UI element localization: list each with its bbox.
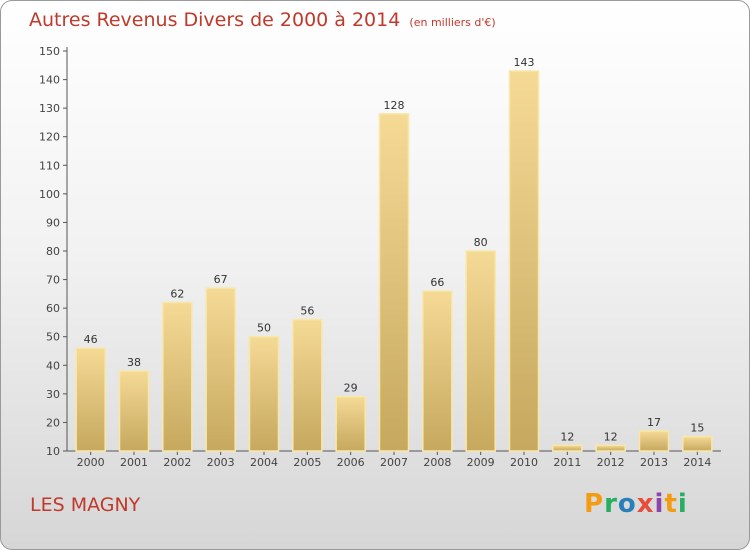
bar-value-label: 46: [84, 333, 98, 346]
y-tick-label: 60: [46, 302, 60, 315]
y-tick-label: 30: [46, 388, 60, 401]
logo-letter: P: [584, 489, 605, 519]
y-tick-label: 10: [46, 445, 60, 458]
x-tick-label: 2011: [553, 456, 581, 469]
chart-title-text: Autres Revenus Divers de 2000 à 2014: [29, 9, 401, 31]
y-tick-label: 20: [46, 416, 60, 429]
y-tick-label: 80: [46, 245, 60, 258]
x-tick-label: 2008: [423, 456, 451, 469]
bar: [118, 370, 150, 452]
bar: [292, 318, 323, 452]
bar-value-label: 56: [300, 305, 314, 318]
bar-value-label: 62: [170, 287, 184, 300]
bar-value-label: 50: [257, 322, 271, 335]
bar-value-label: 67: [214, 273, 228, 286]
logo-letter: t: [664, 489, 678, 519]
y-tick-label: 120: [39, 131, 60, 144]
bar: [422, 290, 453, 452]
logo-letter: i: [677, 489, 688, 519]
logo-letter: i: [654, 489, 665, 519]
bar: [595, 444, 626, 452]
bar: [378, 113, 410, 452]
x-tick-label: 2012: [597, 456, 625, 469]
bar-value-label: 29: [344, 382, 358, 395]
bar: [248, 335, 280, 452]
bar: [205, 287, 236, 452]
bar: [465, 250, 496, 452]
y-tick-label: 150: [39, 45, 60, 58]
x-tick-label: 2010: [510, 456, 538, 469]
y-tick-label: 100: [39, 188, 60, 201]
x-tick-label: 2005: [293, 456, 321, 469]
place-name: LES MAGNY: [30, 494, 141, 516]
proxiti-logo: Proxiti: [584, 489, 688, 519]
chart-subtitle: (en milliers d'€): [409, 16, 496, 29]
logo-letter: r: [604, 489, 618, 519]
y-tick-label: 130: [39, 102, 60, 115]
bar: [638, 430, 670, 452]
y-tick-label: 90: [46, 216, 60, 229]
bar-value-label: 80: [474, 236, 488, 249]
logo-letter: x: [636, 489, 655, 519]
x-tick-label: 2009: [467, 456, 495, 469]
y-tick-label: 50: [46, 331, 60, 344]
x-tick-label: 2013: [640, 456, 668, 469]
bar: [335, 395, 366, 452]
x-tick-label: 2002: [163, 456, 191, 469]
bar-value-label: 128: [384, 99, 405, 112]
x-tick-label: 2003: [207, 456, 235, 469]
bar-value-label: 15: [690, 422, 704, 435]
chart-title: Autres Revenus Divers de 2000 à 2014 (en…: [29, 9, 496, 31]
bar-value-label: 17: [647, 416, 661, 429]
bar-value-label: 38: [127, 356, 141, 369]
bar-value-label: 143: [514, 56, 535, 69]
x-tick-label: 2007: [380, 456, 408, 469]
y-tick-label: 40: [46, 359, 60, 372]
x-tick-label: 2006: [337, 456, 365, 469]
bar: [552, 444, 583, 452]
bar: [75, 347, 106, 452]
bar: [508, 70, 540, 452]
x-tick-label: 2004: [250, 456, 278, 469]
bar-value-label: 12: [604, 430, 618, 443]
logo-letter: o: [617, 489, 637, 519]
y-tick-label: 110: [39, 159, 60, 172]
y-tick-label: 70: [46, 274, 60, 287]
y-tick-label: 140: [39, 74, 60, 87]
bar: [682, 435, 713, 452]
x-tick-label: 2014: [683, 456, 711, 469]
bar: [162, 301, 193, 452]
x-tick-label: 2000: [77, 456, 105, 469]
bar-value-label: 12: [560, 430, 574, 443]
bar-value-label: 66: [430, 276, 444, 289]
x-tick-label: 2001: [120, 456, 148, 469]
